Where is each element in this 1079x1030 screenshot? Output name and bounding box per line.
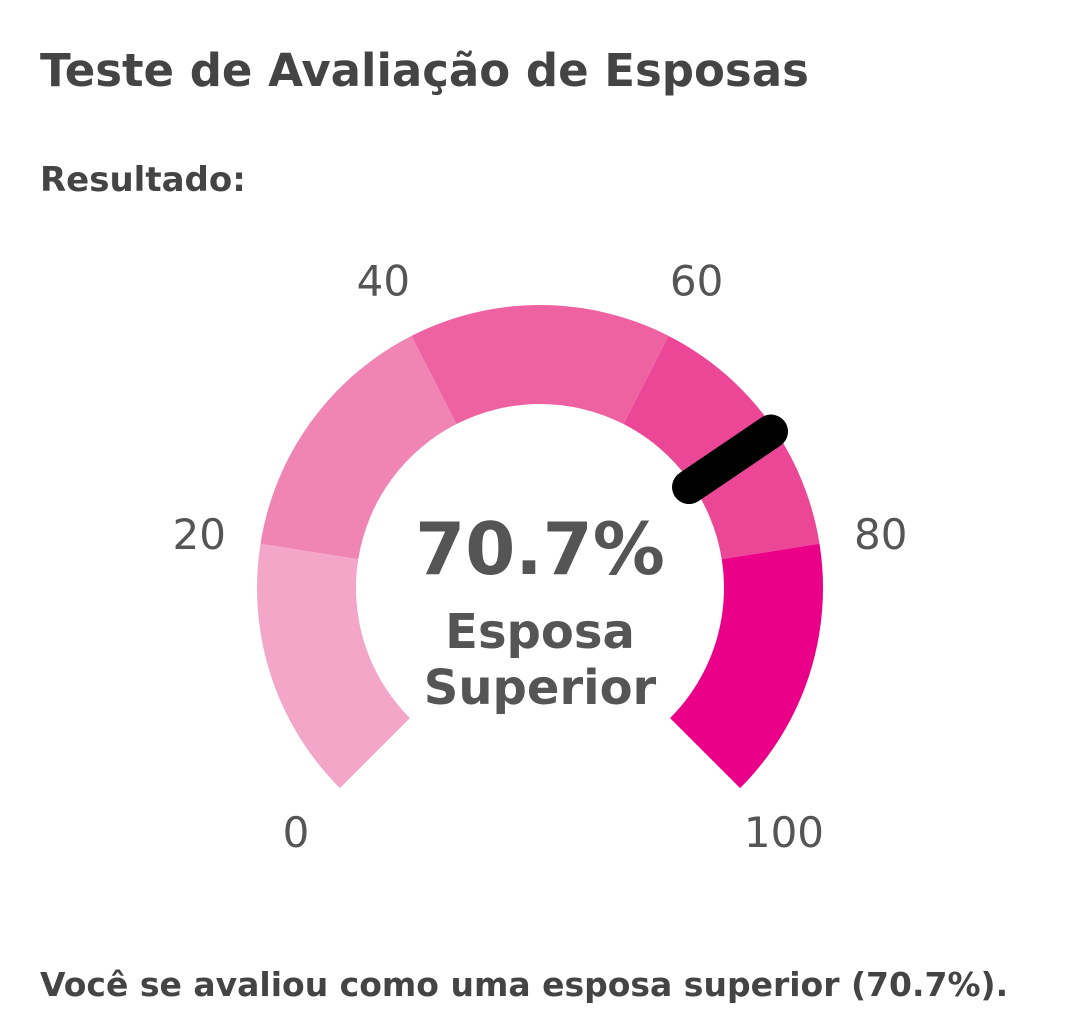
gauge-tick-labels: 0 20 40 60 80 100 xyxy=(173,257,908,857)
gauge-value-text: 70.7% xyxy=(415,507,665,591)
gauge-needle xyxy=(672,414,789,505)
gauge-label-line2: Superior xyxy=(424,660,657,716)
gauge-tick-label-80: 80 xyxy=(854,510,907,559)
score-gauge: 0 20 40 60 80 100 70.7% Esposa Superior xyxy=(173,257,908,857)
gauge-needle-group xyxy=(672,414,789,505)
gauge-segment-40-60 xyxy=(411,305,669,425)
gauge-tick-label-40: 40 xyxy=(357,257,410,306)
gauge-tick-label-60: 60 xyxy=(670,257,723,306)
result-summary: Você se avaliou como uma esposa superior… xyxy=(40,965,1009,1004)
result-heading: Resultado: xyxy=(40,160,246,200)
gauge-label-line1: Esposa xyxy=(445,604,635,660)
gauge-tick-label-0: 0 xyxy=(283,808,310,857)
page-title: Teste de Avaliação de Esposas xyxy=(40,44,809,97)
gauge-tick-label-20: 20 xyxy=(173,510,226,559)
gauge-segment-0-20 xyxy=(257,543,410,789)
gauge-tick-label-100: 100 xyxy=(744,808,824,857)
gauge-segment-20-40 xyxy=(260,335,457,560)
gauge-segment-80-100 xyxy=(670,543,823,789)
